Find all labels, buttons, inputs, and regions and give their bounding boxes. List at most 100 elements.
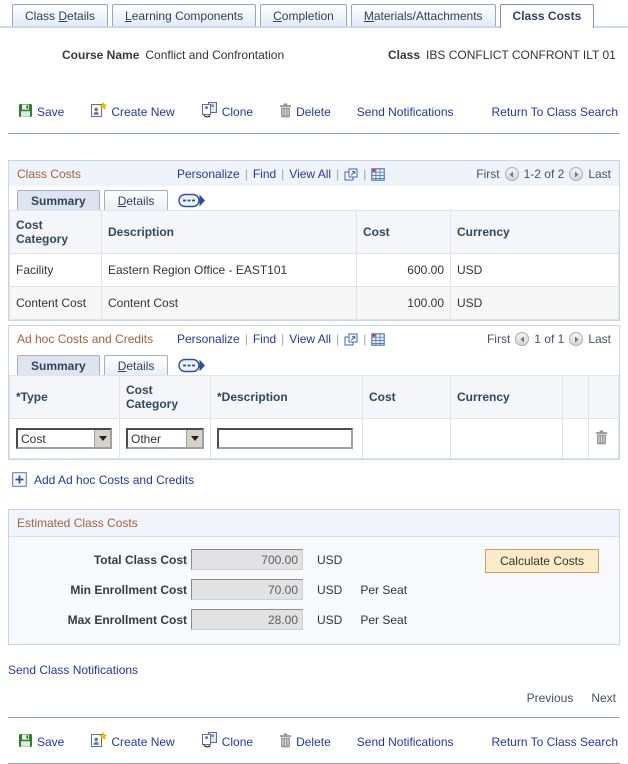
download-grid-icon[interactable] — [371, 167, 386, 181]
view-all-link[interactable]: View All — [289, 167, 332, 181]
cost-category-select[interactable]: Other — [126, 428, 204, 449]
cell-type: Cost — [9, 418, 120, 459]
create-new-label: Create New — [111, 104, 175, 119]
divider — [8, 717, 620, 718]
tab-class-details[interactable]: Class Details — [12, 4, 109, 26]
send-notifications-label: Send Notifications — [356, 734, 454, 749]
popup-window-icon[interactable] — [344, 168, 358, 181]
clone-label: Clone — [221, 104, 254, 119]
tab-label: Class — [25, 9, 59, 23]
return-to-class-search-link[interactable]: Return To Class Search — [491, 735, 618, 749]
return-to-class-search-link[interactable]: Return To Class Search — [491, 105, 618, 119]
cell-currency: USD — [450, 286, 619, 320]
grid-tab-summary[interactable]: Summary — [17, 355, 100, 375]
class-value: IBS CONFLICT CONFRONT ILT 01 — [426, 48, 616, 62]
tab-learning-components[interactable]: Learning Components — [112, 4, 257, 26]
grid-tab-label: D — [117, 359, 127, 373]
class-costs-grid-tabs: Summary Details — [9, 186, 619, 210]
pager-next-icon[interactable] — [569, 167, 584, 181]
show-all-columns-icon[interactable] — [178, 358, 206, 373]
description-input[interactable] — [217, 428, 353, 449]
pager-prev-icon[interactable] — [504, 167, 519, 181]
delete-icon — [279, 733, 292, 751]
tab-materials-attachments[interactable]: Materials/Attachments — [350, 4, 496, 26]
popup-window-icon[interactable] — [344, 333, 358, 346]
personalize-link[interactable]: Personalize — [177, 167, 240, 181]
delete-button[interactable]: Delete — [279, 733, 331, 751]
calculate-costs-button[interactable]: Calculate Costs — [484, 549, 599, 573]
per-seat-label: Per Seat — [360, 612, 408, 627]
grid-tab-details[interactable]: Details — [103, 190, 169, 210]
cell-description: Content Cost — [101, 286, 357, 320]
send-class-notifications-link[interactable]: Send Class Notifications — [8, 663, 139, 677]
clone-label: Clone — [221, 734, 254, 749]
min-enrollment-cost-field — [191, 579, 303, 600]
show-all-columns-icon[interactable] — [178, 193, 206, 208]
previous-link[interactable]: Previous — [526, 691, 574, 705]
grid-tab-label: etails — [126, 359, 155, 373]
download-grid-icon[interactable] — [371, 332, 386, 346]
col-description: *Description — [210, 375, 363, 419]
grid-tab-details[interactable]: Details — [103, 355, 169, 375]
separator: | — [363, 332, 367, 346]
grid-tab-label: Summary — [31, 194, 86, 208]
table-header-row: *Type Cost Category *Description Cost Cu… — [9, 375, 619, 419]
delete-button[interactable]: Delete — [279, 103, 331, 121]
adhoc-title: Ad hoc Costs and Credits — [17, 332, 154, 346]
clone-button[interactable]: Clone — [201, 732, 253, 751]
cell-actions — [588, 418, 619, 459]
save-button[interactable]: Save — [18, 733, 64, 751]
delete-row-icon[interactable] — [595, 430, 608, 445]
personalize-link[interactable]: Personalize — [177, 332, 240, 346]
grid-tab-summary[interactable]: Summary — [17, 190, 100, 210]
pager-last-label[interactable]: Last — [588, 167, 611, 181]
find-link[interactable]: Find — [252, 167, 277, 181]
pager-first-label[interactable]: First — [486, 332, 511, 346]
cell-description: Eastern Region Office - EAST101 — [101, 253, 357, 287]
create-new-button[interactable]: Create New — [90, 101, 175, 121]
adhoc-grid-tabs: Summary Details — [9, 351, 619, 375]
tab-label: earning Components — [131, 9, 244, 23]
pager-prev-icon[interactable] — [515, 332, 530, 346]
separator: | — [363, 167, 367, 181]
tab-completion[interactable]: Completion — [260, 4, 347, 26]
save-button[interactable]: Save — [18, 103, 64, 121]
delete-icon — [279, 103, 292, 121]
col-cost: Cost — [362, 375, 451, 419]
add-adhoc-link[interactable]: Add Ad hoc Costs and Credits — [34, 472, 195, 487]
cell-description — [210, 418, 363, 459]
class-costs-grid: Class Costs Personalize | Find | View Al… — [8, 160, 620, 321]
total-class-cost-field — [191, 549, 303, 570]
tab-class-costs[interactable]: Class Costs — [499, 4, 595, 28]
pager-range: 1-2 of 2 — [523, 167, 565, 181]
min-enrollment-cost-label: Min Enrollment Cost — [70, 582, 187, 597]
pager-first-label[interactable]: First — [476, 167, 500, 181]
separator: | — [244, 332, 248, 346]
create-new-icon — [90, 731, 108, 751]
grid-tab-label: etails — [126, 194, 155, 208]
save-label: Save — [37, 734, 65, 749]
add-icon[interactable] — [12, 472, 27, 487]
cost-category-select-value: Other — [131, 431, 162, 446]
pager-next-icon[interactable] — [569, 332, 584, 346]
save-icon — [18, 733, 33, 751]
min-enrollment-cost-row: Min Enrollment Cost USD Per Seat — [19, 579, 609, 600]
class-costs-table: Cost Category Description Cost Currency … — [9, 210, 619, 320]
clone-button[interactable]: Clone — [201, 102, 253, 121]
send-notifications-button[interactable]: Send Notifications — [357, 105, 454, 119]
tab-label: L — [125, 9, 132, 23]
class-costs-grid-header: Class Costs Personalize | Find | View Al… — [9, 161, 619, 186]
find-link[interactable]: Find — [252, 332, 277, 346]
table-row: Content Cost Content Cost 100.00 USD — [9, 286, 619, 320]
next-link[interactable]: Next — [591, 691, 616, 705]
col-description: Description — [101, 210, 357, 254]
send-notifications-button[interactable]: Send Notifications — [357, 735, 454, 749]
col-cost-category: Cost Category — [9, 210, 102, 254]
create-new-button[interactable]: Create New — [90, 731, 175, 751]
view-all-link[interactable]: View All — [289, 332, 332, 346]
type-select-value: Cost — [21, 431, 46, 446]
total-class-cost-row: Total Class Cost USD Calculate Costs — [19, 549, 609, 573]
type-select[interactable]: Cost — [16, 428, 112, 449]
pager-last-label[interactable]: Last — [588, 332, 611, 346]
course-name-value: Conflict and Confrontation — [145, 48, 285, 62]
